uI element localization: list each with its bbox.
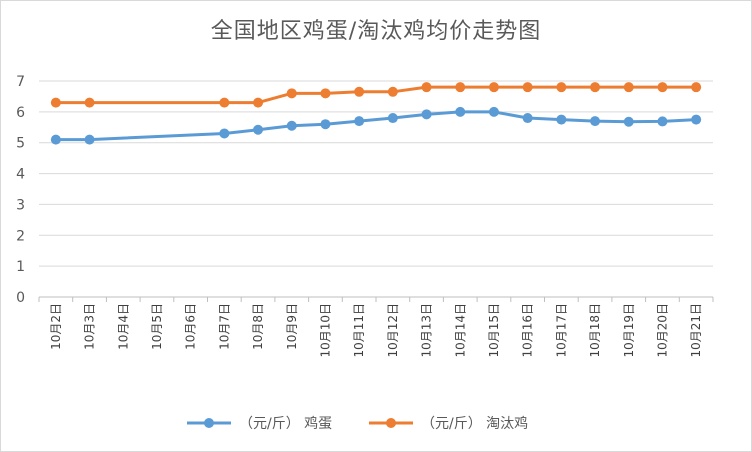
data-point bbox=[556, 114, 567, 125]
data-point bbox=[354, 86, 365, 97]
x-tick-label: 10月2日 bbox=[49, 303, 63, 350]
x-tick-label: 10月4日 bbox=[116, 303, 130, 350]
data-point bbox=[657, 82, 668, 93]
data-point bbox=[387, 86, 398, 97]
data-point bbox=[286, 88, 297, 99]
x-tick-label: 10月12日 bbox=[386, 303, 400, 358]
data-point bbox=[657, 116, 668, 127]
data-point bbox=[84, 134, 95, 145]
chart-title: 全国地区鸡蛋/淘汰鸡均价走势图 bbox=[210, 19, 542, 44]
series-line bbox=[55, 110, 697, 142]
x-tick-label: 10月15日 bbox=[487, 303, 501, 358]
x-tick-label: 10月10日 bbox=[318, 303, 332, 358]
x-tick-label: 10月6日 bbox=[184, 303, 198, 350]
data-point bbox=[590, 82, 601, 93]
legend-label: （元/斤） 鸡蛋 bbox=[239, 415, 332, 432]
y-tick-label: 2 bbox=[16, 228, 25, 244]
x-tick-label: 10月17日 bbox=[554, 303, 568, 358]
data-point bbox=[522, 113, 533, 124]
y-tick-label: 4 bbox=[16, 167, 25, 183]
series-lines bbox=[50, 82, 702, 145]
data-point bbox=[219, 97, 230, 108]
x-axis-ticks: 10月2日 10月3日 10月4日 10月5日 10月6日 10月7日 10月8日 10月9日… bbox=[38, 297, 714, 358]
legend-swatch-marker bbox=[386, 418, 396, 428]
x-tick-label: 10月9日 bbox=[285, 303, 299, 350]
y-tick-label: 1 bbox=[16, 259, 25, 275]
gridlines bbox=[39, 80, 713, 298]
data-point bbox=[488, 106, 499, 117]
x-tick-label: 10月18日 bbox=[588, 303, 602, 358]
data-point bbox=[691, 82, 702, 93]
x-tick-label: 10月21日 bbox=[689, 303, 703, 358]
x-tick-label: 10月13日 bbox=[420, 303, 434, 358]
data-point bbox=[590, 116, 601, 127]
data-point bbox=[50, 97, 61, 108]
data-point bbox=[387, 113, 398, 124]
data-point bbox=[455, 82, 466, 93]
y-tick-label: 3 bbox=[16, 197, 25, 213]
x-tick-label: 10月14日 bbox=[453, 303, 467, 358]
data-point bbox=[488, 82, 499, 93]
series-1 bbox=[50, 106, 702, 145]
data-point bbox=[320, 88, 331, 99]
data-point bbox=[623, 116, 634, 127]
y-tick-label: 0 bbox=[16, 290, 25, 306]
data-point bbox=[522, 82, 533, 93]
data-point bbox=[421, 109, 432, 120]
y-tick-label: 7 bbox=[16, 74, 25, 90]
data-point bbox=[50, 134, 61, 145]
data-point bbox=[253, 97, 264, 108]
legend-label: （元/斤） 淘汰鸡 bbox=[421, 415, 528, 432]
y-tick-label: 6 bbox=[16, 105, 25, 121]
x-tick-label: 10月5日 bbox=[150, 303, 164, 350]
series-2 bbox=[50, 82, 702, 108]
data-point bbox=[286, 120, 297, 131]
x-tick-label: 10月11日 bbox=[352, 303, 366, 358]
data-point bbox=[354, 116, 365, 127]
x-tick-label: 10月8日 bbox=[251, 303, 265, 350]
x-tick-label: 10月16日 bbox=[521, 303, 535, 358]
series-line bbox=[55, 85, 697, 105]
x-tick-label: 10月7日 bbox=[217, 303, 231, 350]
y-tick-label: 5 bbox=[16, 136, 25, 152]
data-point bbox=[421, 82, 432, 93]
y-axis-ticks: 0 1 2 3 4 5 6 7 bbox=[16, 74, 25, 306]
legend-swatch-marker bbox=[204, 418, 214, 428]
x-tick-label: 10月20日 bbox=[655, 303, 669, 358]
data-point bbox=[623, 82, 634, 93]
legend: （元/斤） 鸡蛋 （元/斤） 淘汰鸡 bbox=[187, 415, 528, 432]
data-point bbox=[556, 82, 567, 93]
data-point bbox=[691, 114, 702, 125]
data-point bbox=[219, 128, 230, 139]
data-point bbox=[320, 119, 331, 130]
x-tick-label: 10月3日 bbox=[83, 303, 97, 350]
data-point bbox=[253, 124, 264, 135]
data-point bbox=[455, 106, 466, 117]
data-point bbox=[84, 97, 95, 108]
x-tick-label: 10月19日 bbox=[622, 303, 636, 358]
